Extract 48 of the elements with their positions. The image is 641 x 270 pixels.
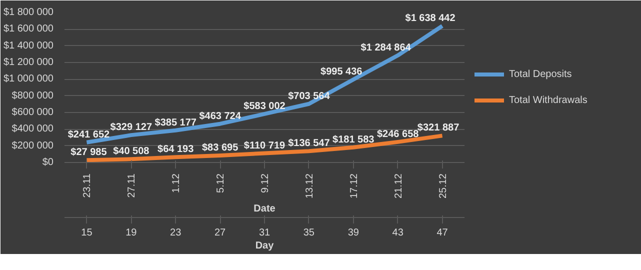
data-label: $83 695: [202, 142, 239, 154]
y-tick-label: $0: [42, 157, 54, 168]
data-label: $463 724: [199, 110, 242, 122]
x2-tick-label: 35: [303, 228, 315, 238]
y-tick-label: $200 000: [12, 140, 54, 152]
x-tick-label: 5.12: [216, 173, 227, 193]
data-label: $241 652: [68, 129, 110, 140]
y-tick-label: $800 000: [12, 90, 54, 102]
x2-tick-label: 27: [214, 228, 226, 238]
y-tick-label: $400 000: [12, 124, 54, 135]
x2-tick-label: 15: [81, 228, 93, 238]
data-label: $321 887: [417, 122, 460, 134]
data-label: $110 719: [244, 140, 286, 152]
x2-tick-label: 31: [258, 228, 270, 238]
x2-tick-label: 43: [392, 228, 404, 238]
legend-label: Total Withdrawals: [509, 94, 588, 106]
y-tick-label: $1 800 000: [3, 7, 54, 18]
x-tick-label: 25.12: [438, 173, 449, 199]
x-tick-label: 17.12: [348, 173, 360, 199]
data-label: $703 564: [288, 90, 330, 102]
data-label: $136 547: [288, 138, 330, 150]
x-tick-label: 13.12: [304, 173, 316, 199]
x-tick-label: 9.12: [260, 173, 271, 193]
data-label: $27 985: [70, 147, 108, 158]
x-tick-label: 1.12: [171, 173, 182, 193]
x-tick-label: 27.11: [126, 173, 138, 198]
data-label: $329 127: [110, 122, 152, 134]
x2-tick-label: 19: [126, 228, 138, 238]
y-tick-label: $1 200 000: [3, 57, 54, 68]
x2-tick-label: 39: [348, 228, 360, 238]
data-label: $1 638 442: [405, 12, 456, 24]
legend-label: Total Deposits: [509, 68, 572, 80]
y-tick-label: $1 400 000: [3, 40, 54, 52]
y-tick-label: $600 000: [12, 107, 54, 118]
y-tick-label: $1 600 000: [3, 24, 54, 35]
data-label: $995 436: [320, 66, 363, 78]
x-tick-label: 23.11: [82, 173, 94, 198]
data-label: $40 508: [113, 146, 150, 158]
y-tick-label: $1 000 000: [3, 74, 54, 85]
x2-tick-label: 23: [170, 228, 182, 238]
data-label: $583 002: [244, 100, 286, 112]
data-label: $64 193: [158, 144, 194, 156]
data-label: $181 583: [332, 134, 375, 146]
x2-tick-label: 47: [436, 228, 448, 238]
data-label: $385 177: [154, 117, 197, 128]
x2-axis-title: Day: [255, 240, 274, 252]
x-axis-title: Date: [254, 204, 276, 215]
x-tick-label: 21.12: [393, 173, 404, 199]
